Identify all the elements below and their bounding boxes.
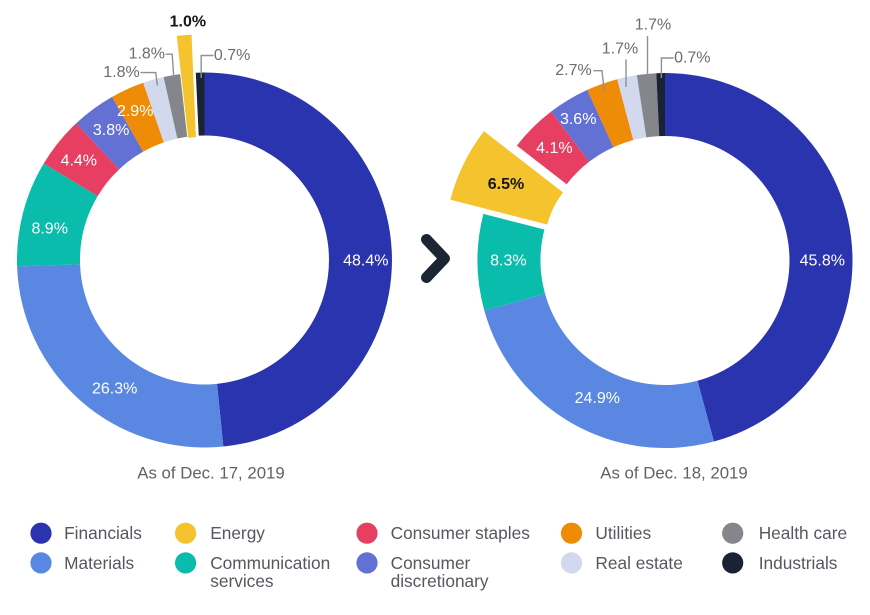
svg-text:2.9%: 2.9%	[117, 103, 153, 120]
svg-text:26.3%: 26.3%	[92, 380, 137, 397]
svg-text:24.9%: 24.9%	[575, 390, 620, 407]
svg-text:1.0%: 1.0%	[170, 14, 206, 31]
svg-text:3.6%: 3.6%	[560, 111, 596, 128]
svg-text:Materials: Materials	[64, 553, 134, 573]
svg-text:Real estate: Real estate	[595, 553, 682, 573]
svg-text:1.7%: 1.7%	[602, 41, 638, 58]
svg-text:6.5%: 6.5%	[488, 176, 524, 193]
svg-text:Consumer staples: Consumer staples	[391, 523, 531, 543]
svg-text:0.7%: 0.7%	[674, 50, 710, 67]
svg-text:Utilities: Utilities	[595, 523, 651, 543]
svg-text:45.8%: 45.8%	[800, 253, 845, 270]
svg-text:1.8%: 1.8%	[103, 64, 139, 81]
svg-text:Energy: Energy	[210, 523, 265, 543]
svg-text:3.8%: 3.8%	[93, 122, 129, 139]
svg-text:Financials: Financials	[64, 523, 142, 543]
svg-text:4.1%: 4.1%	[536, 140, 572, 157]
svg-text:2.7%: 2.7%	[555, 62, 591, 79]
svg-text:As of Dec. 18, 2019: As of Dec. 18, 2019	[600, 464, 747, 483]
svg-text:1.7%: 1.7%	[635, 17, 671, 34]
svg-text:0.7%: 0.7%	[214, 47, 250, 64]
svg-text:8.3%: 8.3%	[490, 253, 526, 270]
svg-text:4.4%: 4.4%	[61, 153, 97, 170]
svg-text:Health care: Health care	[759, 523, 847, 543]
svg-text:1.8%: 1.8%	[129, 46, 165, 63]
svg-text:Industrials: Industrials	[759, 553, 838, 573]
svg-text:As of Dec. 17, 2019: As of Dec. 17, 2019	[137, 464, 284, 483]
svg-text:48.4%: 48.4%	[343, 253, 388, 270]
svg-text:8.9%: 8.9%	[31, 221, 67, 238]
